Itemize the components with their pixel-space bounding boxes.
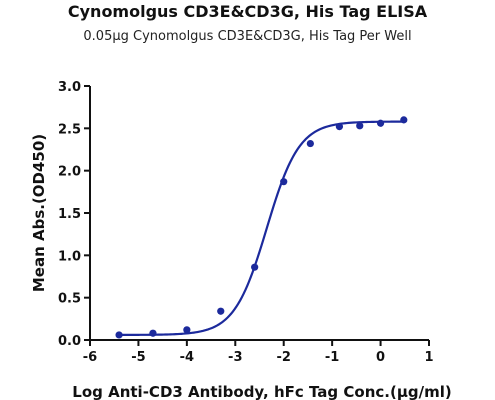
data-points bbox=[115, 116, 408, 339]
fit-curve bbox=[119, 120, 404, 336]
x-tick-label: 1 bbox=[424, 350, 433, 365]
data-point bbox=[280, 178, 288, 186]
data-point bbox=[115, 331, 123, 339]
x-tick-label: -2 bbox=[276, 350, 290, 365]
y-axis-title: Mean Abs.(OD450) bbox=[30, 134, 48, 292]
y-tick-label: 0.0 bbox=[58, 334, 81, 349]
x-tick-label: -5 bbox=[131, 350, 145, 365]
x-tick-label: -1 bbox=[325, 350, 339, 365]
y-tick-label: 1.0 bbox=[58, 249, 81, 264]
data-point bbox=[217, 307, 225, 315]
x-tick-label: -3 bbox=[228, 350, 242, 365]
data-point bbox=[356, 122, 364, 130]
y-tick-label: 0.5 bbox=[58, 292, 81, 307]
y-tick-label: 3.0 bbox=[58, 80, 81, 95]
data-point bbox=[400, 116, 408, 124]
data-point bbox=[376, 119, 385, 127]
x-tick-label: -4 bbox=[180, 350, 194, 365]
y-tick-label: 2.0 bbox=[58, 165, 81, 180]
y-tick-label: 2.5 bbox=[58, 122, 81, 137]
data-point bbox=[183, 326, 191, 334]
x-tick-label: 0 bbox=[376, 350, 385, 365]
chart-subtitle: 0.05μg Cynomolgus CD3E&CD3G, His Tag Per… bbox=[83, 29, 412, 44]
x-axis-title: Log Anti-CD3 Antibody, hFc Tag Conc.(μg/… bbox=[72, 383, 451, 400]
data-point bbox=[251, 263, 259, 271]
y-tick-label: 1.5 bbox=[58, 207, 81, 222]
x-tick-label: -6 bbox=[83, 350, 97, 365]
data-point bbox=[306, 139, 314, 148]
chart-title: Cynomolgus CD3E&CD3G, His Tag ELISA bbox=[67, 2, 428, 21]
ticks: -6 -5 -4 -3 -2 -1 0 1 0.0 0.5 1.0 1.5 2.0 2.5 3.0 bbox=[58, 80, 434, 365]
data-point bbox=[149, 329, 157, 337]
data-point bbox=[335, 123, 344, 131]
